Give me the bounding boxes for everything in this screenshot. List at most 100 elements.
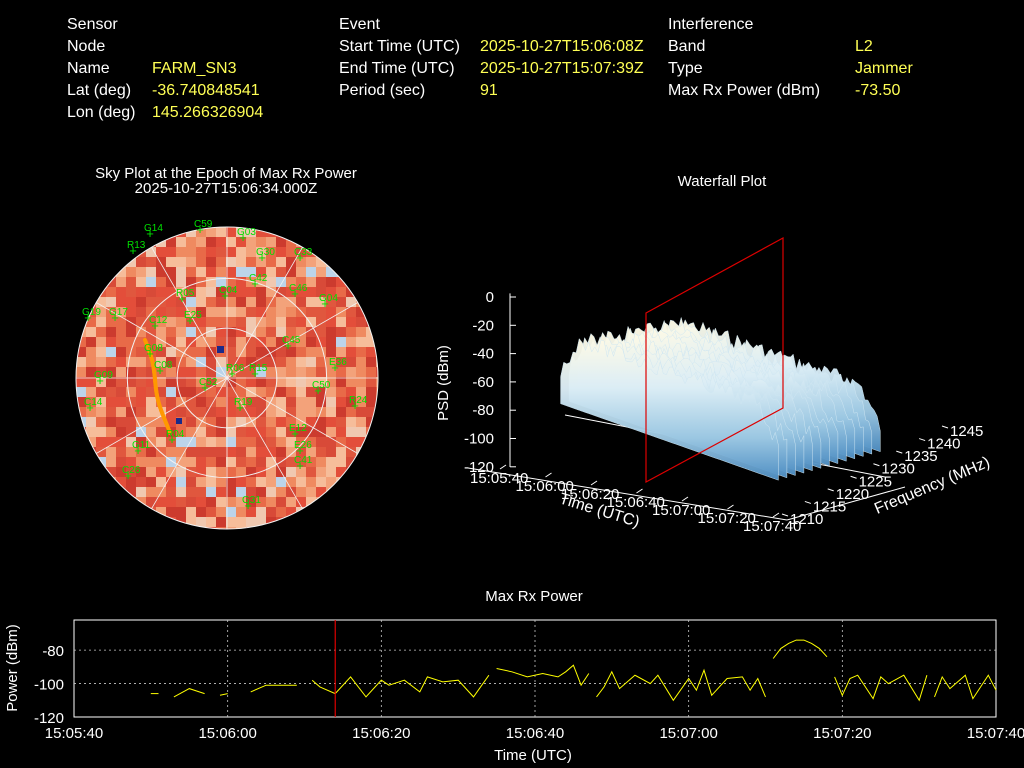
satellite-plus-icon: +	[251, 276, 259, 291]
sky-cell	[186, 367, 197, 378]
sky-cell	[236, 517, 247, 528]
sky-cell	[96, 297, 107, 308]
satellite-label: G30	[256, 247, 275, 258]
sky-cell	[266, 257, 277, 268]
satellite-plus-icon: +	[251, 366, 259, 381]
sky-cell	[326, 397, 337, 408]
sky-cell	[156, 257, 167, 268]
sky-cell	[306, 437, 317, 448]
sky-cell	[246, 457, 257, 468]
sky-cell	[126, 357, 137, 368]
sky-cell	[116, 457, 127, 468]
sky-cell	[266, 267, 277, 278]
sky-cell	[286, 457, 297, 468]
sky-cell	[366, 407, 377, 418]
sky-cell	[216, 367, 227, 378]
max-power-title: Max Rx Power	[485, 588, 583, 605]
sky-cell	[336, 457, 347, 468]
sky-cell	[226, 407, 237, 418]
sky-cell	[226, 337, 237, 348]
sky-cell	[276, 277, 287, 288]
sky-cell	[176, 447, 187, 458]
satellite-label: C33	[294, 247, 313, 258]
sky-cell	[126, 307, 137, 318]
sky-cell	[316, 347, 327, 358]
sky-cell	[126, 447, 137, 458]
sky-cell	[316, 407, 327, 418]
sky-cell	[276, 447, 287, 458]
sky-cell	[256, 237, 267, 248]
sky-cell	[86, 397, 97, 408]
sky-cell	[166, 387, 177, 398]
sky-cell	[366, 357, 377, 368]
satellite-plus-icon: +	[196, 222, 204, 237]
sky-cell	[136, 377, 147, 388]
sky-cell	[266, 417, 277, 428]
sky-cell	[96, 357, 107, 368]
satellite-plus-icon: +	[146, 226, 154, 241]
sky-cell	[176, 287, 187, 298]
sky-cell	[256, 397, 267, 408]
satellite-plus-icon: +	[186, 313, 194, 328]
sky-cell	[116, 407, 127, 418]
sky-cell	[136, 407, 147, 418]
sky-cell	[356, 407, 367, 418]
power-series-segment	[834, 674, 928, 702]
sky-cell	[326, 437, 337, 448]
sky-cell	[326, 477, 337, 488]
azimuth-spoke	[226, 377, 303, 509]
sky-cell	[156, 467, 167, 478]
sky-cell	[106, 327, 117, 338]
sky-cell	[306, 327, 317, 338]
sky-cell	[116, 387, 127, 398]
sky-cell	[196, 477, 207, 488]
sky-cell	[356, 417, 367, 428]
sky-cell	[306, 357, 317, 368]
sky-cell	[296, 417, 307, 428]
sky-cell	[176, 357, 187, 368]
sky-cell	[156, 507, 167, 518]
sky-cell	[286, 237, 297, 248]
sky-cell	[216, 247, 227, 258]
sky-cell	[216, 327, 227, 338]
sky-cell	[236, 417, 247, 428]
sky-cell	[226, 527, 237, 529]
sky-cell	[76, 377, 87, 388]
sky-cell	[296, 277, 307, 288]
sky-cell	[136, 317, 147, 328]
sky-cell	[246, 297, 257, 308]
sky-cell	[246, 257, 257, 268]
sky-cell	[186, 497, 197, 508]
sky-cell	[216, 387, 227, 398]
sky-cell	[286, 247, 297, 258]
interference-value: Jammer	[855, 60, 913, 77]
sky-cell	[186, 307, 197, 318]
sky-cell	[286, 377, 297, 388]
sky-cell	[96, 337, 107, 348]
sky-cell	[226, 327, 237, 338]
sky-cell	[246, 237, 257, 248]
sky-cell	[166, 417, 177, 428]
sky-cell	[356, 337, 367, 348]
sky-cell	[206, 357, 217, 368]
sky-cell	[216, 297, 227, 308]
sky-cell	[186, 377, 197, 388]
x-tick-label: 15:07:40	[967, 725, 1024, 742]
sky-cell	[246, 337, 257, 348]
sky-cell	[326, 367, 337, 378]
sky-cell	[106, 437, 117, 448]
sky-cell	[196, 447, 207, 458]
satellite-label: C46	[289, 283, 308, 294]
sky-cell	[276, 317, 287, 328]
waterfall-title: Waterfall Plot	[677, 173, 767, 190]
sky-cell	[306, 467, 317, 478]
sky-cell	[126, 467, 137, 478]
sky-cell	[76, 387, 87, 398]
sky-cell	[196, 387, 207, 398]
psd-tick-label: -20	[472, 317, 494, 334]
sky-cell	[186, 427, 197, 438]
sky-cell	[106, 387, 117, 398]
sky-cell	[216, 287, 227, 298]
x-tick-label: 15:06:40	[506, 725, 564, 742]
sky-cell	[326, 267, 337, 278]
